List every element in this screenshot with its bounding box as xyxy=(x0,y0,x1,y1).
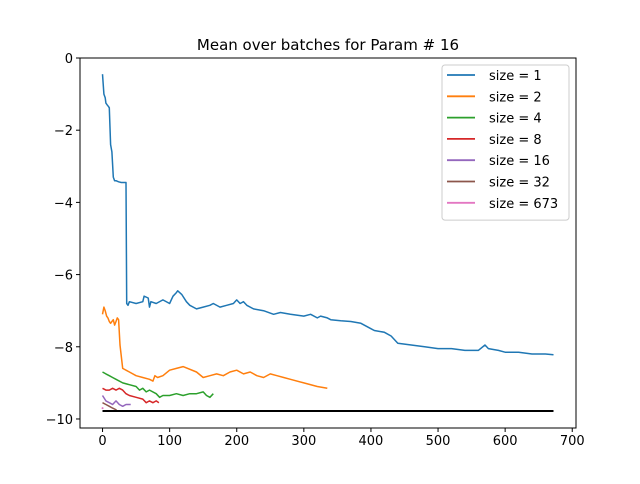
legend-label: size = 16 xyxy=(489,154,550,169)
y-tick-label: −10 xyxy=(46,413,73,428)
y-tick-label: −4 xyxy=(54,196,73,211)
legend-label: size = 2 xyxy=(489,90,542,105)
y-tick-label: −8 xyxy=(54,341,73,356)
y-tick-label: 0 xyxy=(65,52,73,67)
series-line-size-32 xyxy=(102,402,117,411)
x-tick-label: 0 xyxy=(98,434,106,449)
legend-label: size = 673 xyxy=(489,197,558,212)
legend: size = 1 size = 2 size = 4 size = 8 size = 1… xyxy=(441,64,570,221)
series-line-size-2 xyxy=(101,306,328,390)
x-tick-label: 100 xyxy=(157,434,182,449)
y-axis: 0 −2 −4 −6 −8 −10 xyxy=(46,52,80,428)
plot-lines xyxy=(101,74,554,412)
x-tick-label: 400 xyxy=(359,434,384,449)
x-tick-label: 700 xyxy=(560,434,585,449)
series-line-size-673 xyxy=(101,407,104,410)
x-tick-label: 500 xyxy=(426,434,451,449)
legend-label: size = 1 xyxy=(489,69,542,84)
series-line-size-1 xyxy=(101,74,554,356)
x-tick-label: 200 xyxy=(224,434,249,449)
x-axis: 0 100 200 300 400 500 600 700 xyxy=(98,428,585,449)
legend-label: size = 4 xyxy=(489,112,542,127)
legend-label: size = 8 xyxy=(489,133,542,148)
plot-frame xyxy=(79,57,577,429)
y-tick-label: −2 xyxy=(54,124,73,139)
x-tick-label: 300 xyxy=(291,434,316,449)
y-tick-label: −6 xyxy=(54,269,73,284)
series-line-size-8 xyxy=(102,387,160,404)
series-line-size-4 xyxy=(102,371,214,399)
x-tick-label: 600 xyxy=(493,434,518,449)
series-line-size-16 xyxy=(101,395,131,408)
chart-title: Mean over batches for Param # 16 xyxy=(197,36,459,54)
legend-label: size = 32 xyxy=(489,176,550,191)
